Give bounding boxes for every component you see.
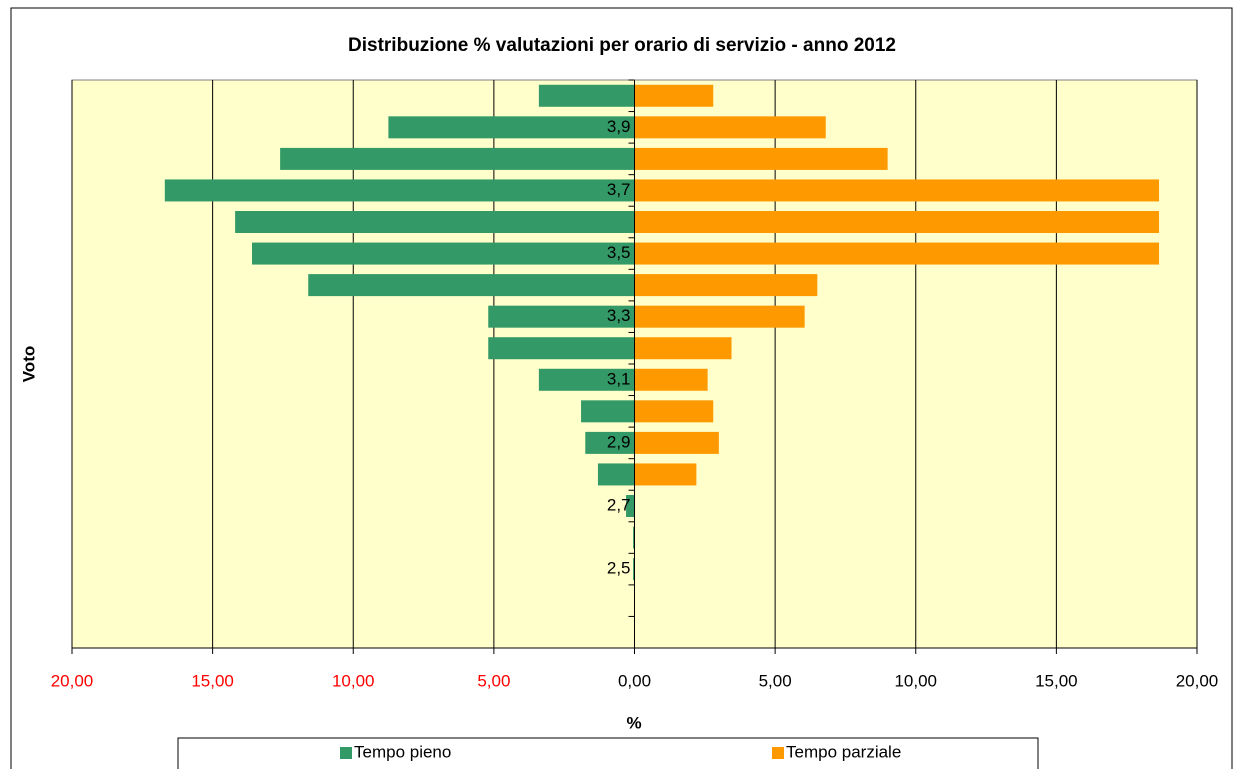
legend-swatch [340,747,352,759]
y-tick-label: 2,9 [607,432,631,451]
bar [252,242,635,265]
bar [634,400,714,423]
y-tick-label: 3,1 [607,369,631,388]
bar [634,211,1160,233]
bar [634,84,714,107]
bar [597,463,635,486]
bar [164,179,635,202]
x-tick-label: 0,00 [618,671,651,690]
legend-label: Tempo pieno [354,742,451,761]
legend-label: Tempo parziale [786,742,901,761]
bar [634,368,708,391]
bar [581,400,635,423]
bar [388,116,635,139]
bar [634,463,697,486]
bar [634,179,1160,202]
y-tick-label: 3,3 [607,306,631,325]
bar [634,116,826,139]
bar [633,526,635,549]
bar [634,274,818,297]
x-tick-label: 20,00 [51,671,94,690]
x-tick-label: 15,00 [191,671,234,690]
bar [633,558,635,581]
x-tick-label: 10,00 [894,671,937,690]
x-tick-label: 5,00 [759,671,792,690]
y-tick-label: 3,9 [607,117,631,136]
bar [280,147,635,170]
y-tick-label: 2,5 [607,559,631,578]
y-tick-label: 3,7 [607,180,631,199]
chart-title: Distribuzione % valutazioni per orario d… [348,35,896,56]
y-tick-label: 2,7 [607,495,631,514]
x-tick-label: 20,00 [1176,671,1219,690]
x-tick-label: 5,00 [477,671,510,690]
bar [634,147,888,170]
bar [634,431,719,454]
bar [488,337,635,360]
bar [585,431,635,454]
x-tick-label: 10,00 [332,671,375,690]
bar [634,305,805,328]
bar [488,305,635,328]
bar [308,274,635,297]
legend-box [177,737,1039,769]
bar [634,337,732,360]
bar [634,242,1160,265]
bar [626,495,635,517]
bar [538,368,635,391]
x-axis-title: % [626,713,641,732]
legend-swatch [772,747,784,759]
y-axis-title: Voto [19,346,38,383]
y-tick-label: 3,5 [607,243,631,262]
bar [235,211,635,233]
x-tick-label: 15,00 [1035,671,1078,690]
bar [538,84,635,107]
